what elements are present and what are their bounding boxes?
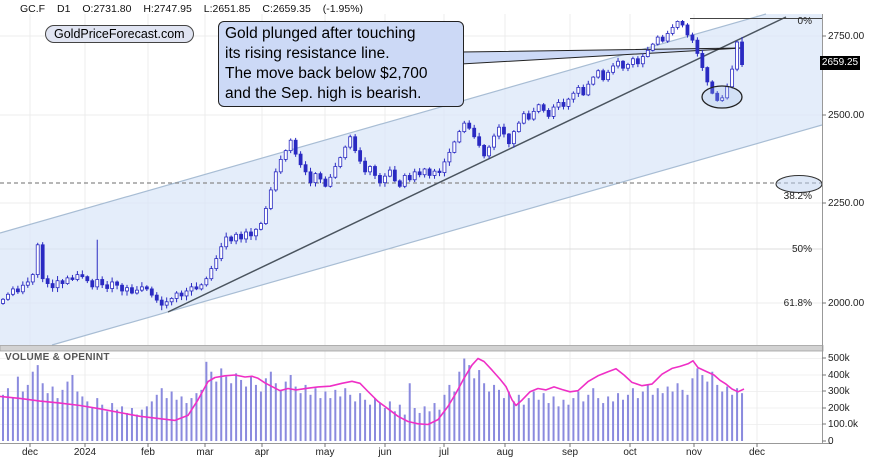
open-value: O:2731.80: [82, 3, 132, 15]
volume-axis-label: 200k: [828, 403, 850, 414]
x-axis-label: mar: [196, 447, 214, 458]
annotation-line: Gold plunged after touching: [225, 25, 416, 42]
annotation-line: and the Sep. high is bearish.: [225, 85, 422, 102]
x-axis-label: 2024: [73, 447, 97, 458]
low-value: L:2651.85: [203, 3, 251, 15]
volume-axis-label: 0: [828, 436, 834, 447]
last-price-tag: 2659.25: [820, 56, 860, 70]
volume-panel-label: VOLUME & OPENINT: [5, 352, 110, 363]
fib-level-label: 61.8%: [783, 298, 812, 309]
close-value: C:2659.35: [262, 3, 311, 15]
fib-level-label: 0%: [797, 16, 812, 27]
watermark-badge: GoldPriceForecast.com: [45, 25, 194, 43]
chart-title: GC.F D1 O:2731.80 H:2747.95 L:2651.85 C:…: [20, 3, 372, 15]
fib-level-label: 38.2%: [783, 191, 812, 202]
x-axis-label: oct: [623, 447, 637, 458]
volume-axis-label: 400k: [828, 370, 850, 381]
fib-level-label: 50%: [791, 244, 812, 255]
x-axis-label: jun: [378, 447, 392, 458]
volume-axis-label: 500k: [828, 353, 850, 364]
price-axis-label: 2000.00: [828, 298, 865, 309]
price-axis-label: 2250.00: [828, 198, 865, 209]
x-axis-label: nov: [685, 447, 703, 458]
annotation-line: its rising resistance line.: [225, 45, 390, 62]
period-label: D1: [57, 3, 71, 15]
symbol-label: GC.F: [20, 3, 46, 15]
price-axis-label: 2500.00: [828, 110, 865, 121]
x-axis-label: aug: [496, 447, 514, 458]
volume-axis-label: 100.0k: [828, 419, 859, 430]
x-axis-label: sep: [561, 447, 579, 458]
x-axis-label: dec: [21, 447, 39, 458]
high-value: H:2747.95: [143, 3, 192, 15]
price-axis-label: 2750.00: [828, 31, 865, 42]
x-axis-label: jul: [438, 447, 449, 458]
change-value: (-1.95%): [322, 3, 364, 15]
x-axis-label: apr: [254, 447, 270, 458]
x-axis-label: may: [315, 447, 335, 458]
annotation-box: Gold plunged after touching its rising r…: [218, 21, 464, 107]
x-axis-label: feb: [141, 447, 155, 458]
volume-axis-label: 300k: [828, 386, 850, 397]
x-axis-label: dec: [748, 447, 766, 458]
annotation-line: The move back below $2,700: [225, 65, 428, 82]
